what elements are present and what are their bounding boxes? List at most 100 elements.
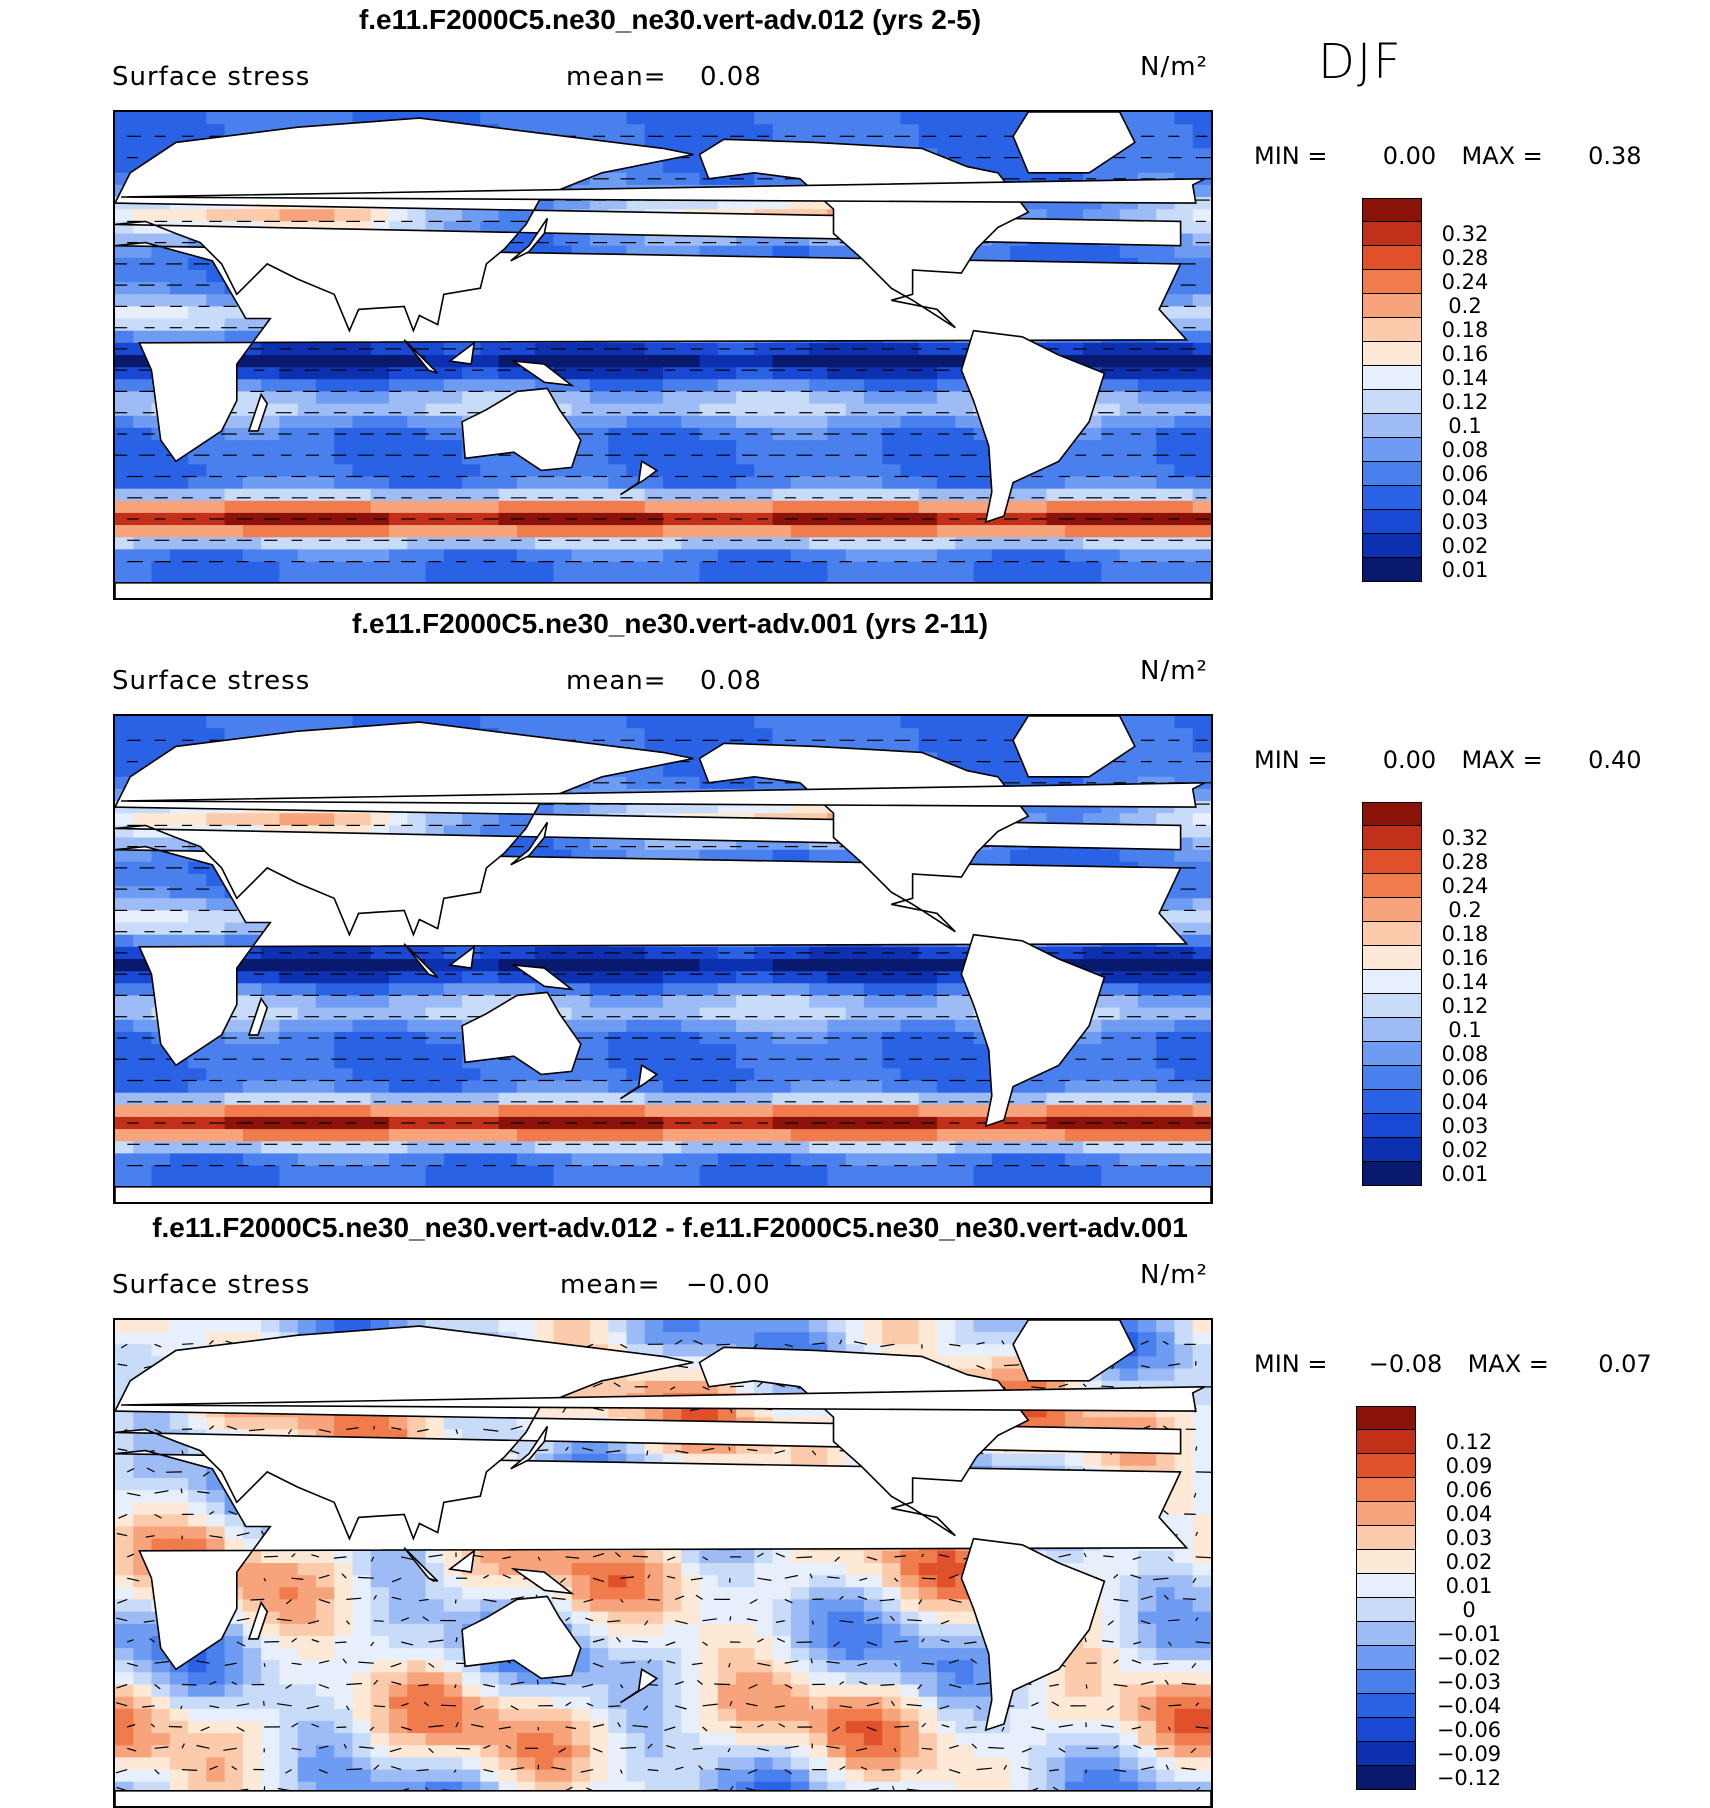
colorbar-swatch [1362, 486, 1422, 510]
max-label: MAX = [1467, 1350, 1549, 1378]
colorbar-swatch [1356, 1550, 1416, 1574]
colorbar-labels: 0.12 0.09 0.06 0.04 0.03 0.02 0.01 0 −0.01 −0.02−… [1434, 1430, 1504, 1790]
colorbar-swatch [1362, 1090, 1422, 1114]
colorbar-tick-label: −0.04 [1436, 1694, 1502, 1718]
min-max-readout: MIN = 0.00 MAX = 0.38 [1254, 142, 1642, 170]
units-label: N/m² [1140, 52, 1208, 82]
colorbar-tick-label: 0.06 [1441, 1066, 1489, 1090]
colorbar-tick-label: 0.02 [1445, 1550, 1493, 1574]
colorbar-tick-label: −0.12 [1436, 1766, 1502, 1790]
colorbar-swatch [1356, 1598, 1416, 1622]
colorbar-tick-label: 0.04 [1445, 1502, 1493, 1526]
max-value: 0.38 [1588, 142, 1642, 170]
panel-title: f.e11.F2000C5.ne30_ne30.vert-adv.001 (yr… [351, 608, 989, 639]
colorbar-swatch [1356, 1454, 1416, 1478]
colorbar-tick-label: 0.28 [1441, 246, 1489, 270]
colorbar-tick-label: 0.1 [1448, 414, 1482, 438]
colorbar-tick-label: 0.32 [1441, 222, 1489, 246]
colorbar [1356, 1406, 1416, 1790]
colorbar-swatch [1362, 270, 1422, 294]
map-plot [113, 1318, 1213, 1808]
colorbar-tick-label: 0.03 [1441, 1114, 1489, 1138]
field-label: Surface stress [112, 62, 311, 92]
colorbar-swatch [1362, 294, 1422, 318]
colorbar-tick-label: 0.12 [1441, 390, 1489, 414]
colorbar-tick-label: −0.02 [1436, 1646, 1502, 1670]
colorbar-swatch [1356, 1646, 1416, 1670]
colorbar-swatch [1362, 342, 1422, 366]
colorbar-tick-label: 0.01 [1441, 558, 1489, 582]
colorbar-tick-label: 0.09 [1445, 1454, 1493, 1478]
panel-title: f.e11.F2000C5.ne30_ne30.vert-adv.012 - f… [152, 1212, 1188, 1243]
colorbar-tick-label: 0.16 [1441, 342, 1489, 366]
colorbar-swatch [1362, 922, 1422, 946]
colorbar-tick-label: 0.14 [1441, 970, 1489, 994]
colorbar-tick-label: 0.08 [1441, 438, 1489, 462]
colorbar-swatch [1356, 1430, 1416, 1454]
min-label: MIN = [1254, 746, 1328, 774]
mean-value: 0.08 [700, 666, 762, 696]
colorbar-tick-label: 0.03 [1441, 510, 1489, 534]
colorbar-swatch [1356, 1694, 1416, 1718]
colorbar-tick-label: 0.1 [1448, 1018, 1482, 1042]
colorbar-tick-label: 0.28 [1441, 850, 1489, 874]
colorbar-tick-label: 0.2 [1448, 294, 1482, 318]
colorbar-swatch [1362, 510, 1422, 534]
colorbar-swatch [1362, 366, 1422, 390]
colorbar-swatch [1362, 1066, 1422, 1090]
colorbar-swatch [1362, 390, 1422, 414]
colorbar-tick-label: 0.18 [1441, 922, 1489, 946]
map-panel-3: f.e11.F2000C5.ne30_ne30.vert-adv.012 - f… [0, 1208, 1710, 1808]
colorbar-swatch [1362, 1018, 1422, 1042]
mean-value: −0.00 [686, 1270, 771, 1300]
colorbar-tick-label: 0.12 [1441, 994, 1489, 1018]
map-plot [113, 110, 1213, 600]
map-panel-1: f.e11.F2000C5.ne30_ne30.vert-adv.012 (yr… [0, 0, 1710, 600]
colorbar-tick-label: 0.03 [1445, 1526, 1493, 1550]
colorbar-swatch [1362, 946, 1422, 970]
colorbar-swatch [1362, 534, 1422, 558]
min-label: MIN = [1254, 1350, 1328, 1378]
colorbar-labels: 0.32 0.28 0.24 0.2 0.18 0.16 0.14 0.12 0.1 0.08 0.… [1430, 826, 1500, 1186]
colorbar-swatch [1362, 198, 1422, 222]
colorbar-swatch [1362, 558, 1422, 582]
map-svg [115, 1320, 1211, 1806]
season-label: DJF [1318, 34, 1403, 90]
min-value: 0.00 [1382, 746, 1437, 774]
mean-label: mean= [566, 666, 667, 696]
colorbar-tick-label: 0.12 [1445, 1430, 1493, 1454]
map-svg [115, 112, 1211, 598]
colorbar-swatch [1356, 1742, 1416, 1766]
max-value: 0.40 [1588, 746, 1642, 774]
units-label: N/m² [1140, 1260, 1208, 1290]
colorbar-tick-label: 0.24 [1441, 874, 1489, 898]
colorbar-tick-label: 0.06 [1441, 462, 1489, 486]
colorbar-swatch [1362, 246, 1422, 270]
min-value: 0.00 [1382, 142, 1437, 170]
mean-label: mean= [560, 1270, 661, 1300]
panel-title: f.e11.F2000C5.ne30_ne30.vert-adv.012 (yr… [358, 4, 982, 35]
max-value: 0.07 [1598, 1350, 1652, 1378]
colorbar-swatch [1356, 1526, 1416, 1550]
colorbar-swatch [1362, 826, 1422, 850]
field-label: Surface stress [112, 1270, 311, 1300]
colorbar-swatch [1356, 1766, 1416, 1790]
land-masses [115, 112, 1211, 598]
colorbar-swatch [1362, 462, 1422, 486]
max-label: MAX = [1461, 746, 1543, 774]
colorbar-swatch [1362, 994, 1422, 1018]
colorbar-tick-label: 0.32 [1441, 826, 1489, 850]
land-masses [115, 716, 1211, 1202]
colorbar-tick-label: 0.06 [1445, 1478, 1493, 1502]
colorbar-swatch [1362, 1114, 1422, 1138]
colorbar-tick-label: 0.04 [1441, 486, 1489, 510]
colorbar-tick-label: −0.01 [1436, 1622, 1502, 1646]
min-max-readout: MIN = −0.08 MAX = 0.07 [1254, 1350, 1652, 1378]
colorbar-swatch [1362, 318, 1422, 342]
min-value: −0.08 [1368, 1350, 1443, 1378]
colorbar-tick-label: 0.04 [1441, 1090, 1489, 1114]
colorbar-swatch [1356, 1718, 1416, 1742]
colorbar-tick-label: −0.06 [1436, 1718, 1502, 1742]
colorbar-swatch [1356, 1478, 1416, 1502]
colorbar-tick-label: 0.01 [1445, 1574, 1493, 1598]
